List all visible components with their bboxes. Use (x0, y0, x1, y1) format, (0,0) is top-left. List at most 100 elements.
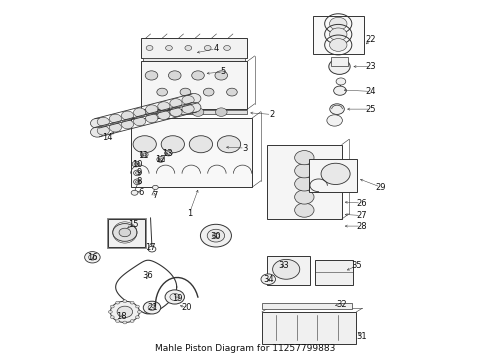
Circle shape (170, 293, 180, 301)
Text: 24: 24 (366, 87, 376, 96)
Circle shape (157, 88, 168, 96)
Bar (141, 61, 247, 109)
Bar (108, 219, 145, 247)
Bar (262, 312, 356, 344)
Text: Mahle Piston Diagram for 11257799883: Mahle Piston Diagram for 11257799883 (155, 344, 335, 353)
Text: 9: 9 (137, 168, 142, 177)
Circle shape (123, 321, 127, 324)
Circle shape (330, 39, 347, 51)
Circle shape (182, 95, 194, 104)
Text: 34: 34 (263, 275, 273, 284)
Text: 28: 28 (356, 221, 367, 230)
Text: 1: 1 (187, 209, 192, 218)
Bar (141, 110, 247, 114)
Circle shape (192, 71, 204, 80)
Text: 23: 23 (366, 62, 376, 71)
Text: 15: 15 (128, 220, 139, 229)
Circle shape (89, 255, 96, 260)
Bar (267, 256, 310, 284)
Circle shape (134, 170, 141, 176)
Text: 19: 19 (172, 294, 182, 303)
Circle shape (148, 305, 156, 310)
Circle shape (215, 71, 227, 80)
Circle shape (143, 301, 161, 314)
Circle shape (136, 305, 139, 308)
Circle shape (200, 224, 231, 247)
Text: 35: 35 (351, 261, 362, 270)
Circle shape (138, 310, 141, 313)
Circle shape (113, 224, 137, 241)
Text: 29: 29 (375, 183, 386, 192)
Circle shape (169, 71, 181, 80)
Circle shape (109, 114, 122, 123)
Circle shape (187, 102, 201, 112)
Circle shape (130, 320, 134, 323)
Circle shape (158, 102, 170, 111)
Text: 36: 36 (143, 271, 153, 280)
Circle shape (187, 94, 201, 103)
Text: 16: 16 (87, 253, 98, 262)
Circle shape (170, 108, 182, 116)
Circle shape (330, 28, 347, 41)
Circle shape (294, 164, 314, 178)
Text: 22: 22 (366, 36, 376, 45)
Text: 13: 13 (162, 149, 173, 158)
Circle shape (192, 108, 204, 116)
Circle shape (167, 152, 171, 154)
Bar (313, 16, 364, 54)
Text: 7: 7 (153, 192, 158, 201)
Circle shape (146, 114, 158, 123)
Text: 14: 14 (102, 133, 112, 142)
Text: 17: 17 (145, 243, 156, 252)
Circle shape (223, 45, 230, 50)
Circle shape (130, 301, 134, 304)
Text: 31: 31 (356, 332, 367, 341)
Circle shape (185, 45, 192, 50)
Bar (107, 218, 146, 248)
Circle shape (148, 246, 156, 252)
Circle shape (158, 111, 170, 120)
Circle shape (207, 229, 224, 242)
Circle shape (122, 111, 134, 120)
Circle shape (131, 190, 138, 195)
Circle shape (110, 316, 114, 319)
Circle shape (136, 180, 139, 183)
Circle shape (133, 136, 156, 153)
Circle shape (110, 305, 114, 308)
Circle shape (294, 203, 314, 217)
Circle shape (334, 86, 346, 95)
Circle shape (161, 136, 184, 153)
Circle shape (169, 108, 181, 116)
Text: 4: 4 (213, 44, 219, 53)
Circle shape (134, 163, 138, 166)
Circle shape (165, 150, 172, 156)
Circle shape (294, 177, 314, 191)
Text: 8: 8 (137, 177, 142, 186)
Text: 27: 27 (356, 211, 367, 220)
Text: 2: 2 (269, 110, 274, 119)
Circle shape (145, 71, 158, 80)
Text: 33: 33 (278, 261, 289, 270)
Text: 5: 5 (220, 67, 226, 76)
Circle shape (132, 161, 140, 167)
Circle shape (116, 320, 120, 323)
Circle shape (152, 185, 158, 190)
Circle shape (109, 123, 122, 132)
Circle shape (117, 306, 133, 318)
Text: 18: 18 (116, 312, 127, 321)
Bar (315, 260, 353, 284)
Circle shape (189, 136, 213, 153)
Text: 12: 12 (155, 155, 166, 164)
Circle shape (91, 118, 104, 128)
Circle shape (204, 45, 211, 50)
Circle shape (123, 300, 127, 303)
Circle shape (136, 316, 139, 319)
Circle shape (182, 104, 194, 113)
Circle shape (159, 158, 163, 161)
Text: 26: 26 (356, 198, 367, 207)
Text: 6: 6 (138, 188, 144, 197)
Circle shape (134, 117, 146, 126)
Circle shape (272, 260, 300, 279)
Circle shape (134, 108, 146, 117)
Text: 11: 11 (138, 151, 148, 160)
